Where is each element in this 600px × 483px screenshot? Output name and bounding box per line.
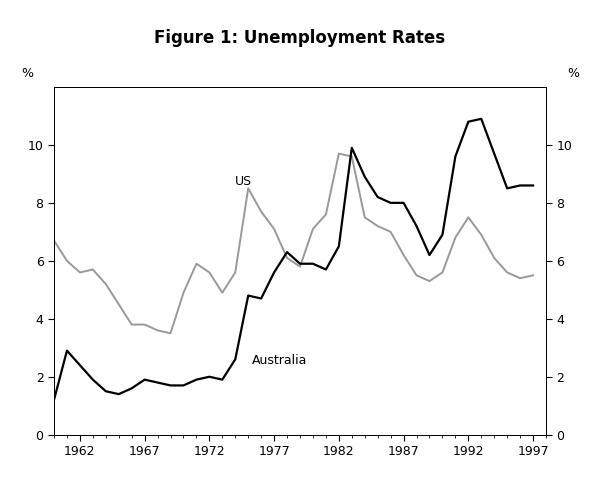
Text: Figure 1: Unemployment Rates: Figure 1: Unemployment Rates <box>154 29 446 47</box>
Text: Australia: Australia <box>252 354 307 367</box>
Text: %: % <box>567 67 579 80</box>
Text: US: US <box>235 175 253 188</box>
Text: %: % <box>21 67 33 80</box>
